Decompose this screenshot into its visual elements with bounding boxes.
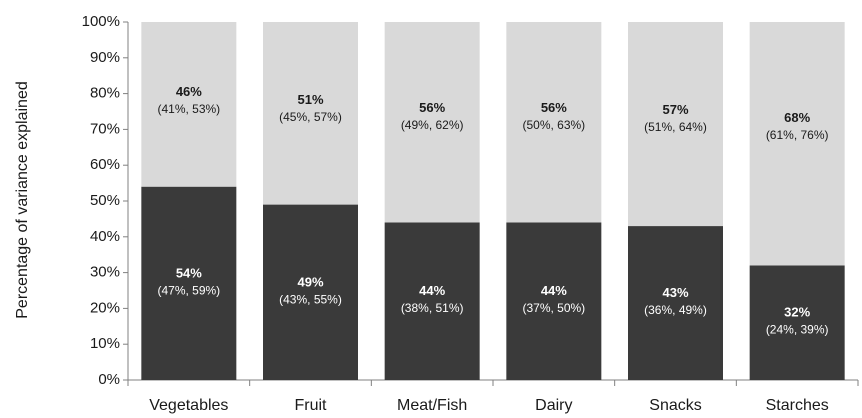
bar-segment <box>506 222 602 380</box>
y-tick-label: 70% <box>90 120 120 137</box>
y-tick-label: 0% <box>98 371 120 388</box>
ci-label: (41%, 53%) <box>157 102 220 116</box>
bar-segment <box>506 22 602 223</box>
bar-segment <box>263 204 358 380</box>
y-tick-label: 50% <box>90 192 120 209</box>
data-label: 54% <box>176 265 202 280</box>
bar-segment <box>628 22 723 227</box>
x-tick-label: Meat/Fish <box>397 397 467 414</box>
data-label: 56% <box>541 100 567 115</box>
ci-label: (36%, 49%) <box>644 303 707 317</box>
bar-segment <box>384 22 480 223</box>
x-tick-label: Snacks <box>649 397 701 414</box>
x-tick-label: Vegetables <box>149 397 228 414</box>
ci-label: (47%, 59%) <box>157 283 220 297</box>
bar-segment <box>628 226 723 380</box>
bars <box>141 22 845 380</box>
x-tick-label: Starches <box>766 397 829 414</box>
ci-label: (50%, 63%) <box>522 118 585 132</box>
ci-label: (43%, 55%) <box>279 292 342 306</box>
axes: 0% 10% 20% 30% 40% 50% 60% 70% 80% 90% 100% Vegetab… <box>82 13 859 414</box>
ci-label: (24%, 39%) <box>766 323 829 337</box>
y-tick-label: 40% <box>90 228 120 245</box>
data-label: 46% <box>176 84 202 99</box>
data-label: 57% <box>662 102 688 117</box>
bar-segment <box>141 22 237 187</box>
bar-segment <box>749 265 845 380</box>
data-label: 43% <box>662 285 688 300</box>
data-label: 32% <box>784 305 810 320</box>
ci-label: (37%, 50%) <box>522 301 585 315</box>
y-tick-label: 10% <box>90 335 120 352</box>
y-tick-label: 100% <box>82 13 120 30</box>
y-tick-label: 80% <box>90 85 120 102</box>
bar-segment <box>141 186 237 380</box>
ci-label: (38%, 51%) <box>401 301 464 315</box>
data-label: 51% <box>297 92 323 107</box>
ci-label: (61%, 76%) <box>766 128 829 142</box>
value-labels: 54% (47%, 59%) 46% (41%, 53%) 49% (43%, 55%) 5… <box>157 84 828 337</box>
data-label: 56% <box>419 100 445 115</box>
ci-label: (45%, 57%) <box>279 110 342 124</box>
ci-label: (49%, 62%) <box>401 118 464 132</box>
y-tick-label: 90% <box>90 49 120 66</box>
bar-segment <box>749 22 845 266</box>
y-tick-label: 20% <box>90 299 120 316</box>
data-label: 68% <box>784 110 810 125</box>
y-tick-label: 60% <box>90 156 120 173</box>
bar-segment <box>263 22 358 205</box>
ci-label: (51%, 64%) <box>644 120 707 134</box>
x-tick-label: Fruit <box>295 397 328 414</box>
bar-segment <box>384 222 480 380</box>
data-label: 44% <box>419 283 445 298</box>
data-label: 44% <box>541 283 567 298</box>
x-tick-label: Dairy <box>535 397 572 414</box>
y-tick-label: 30% <box>90 264 120 281</box>
data-label: 49% <box>297 274 323 289</box>
y-axis-label: Percentage of variance explained <box>14 81 31 319</box>
